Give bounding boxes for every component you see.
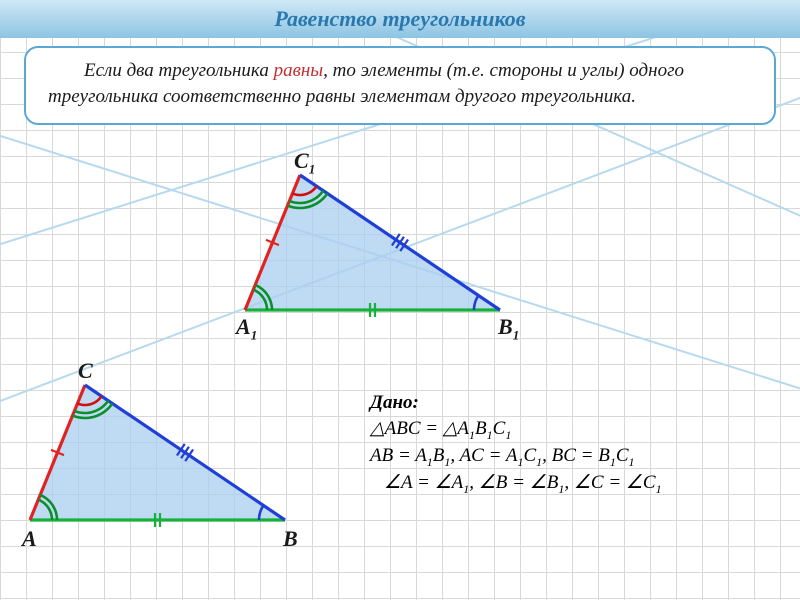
theorem-highlight: равны <box>274 60 324 81</box>
given-line1: △ABC = △A1B1C1 <box>370 416 662 443</box>
theorem-pre: Если два треугольника <box>84 60 274 81</box>
vertex-label: B1 <box>498 314 519 343</box>
given-block: Дано: △ABC = △A1B1C1 AB = A1B1, AC = A1C… <box>370 390 662 497</box>
vertex-label: C <box>78 358 93 384</box>
given-line2: AB = A1B1, AC = A1C1, BC = B1C1 <box>370 443 662 470</box>
given-title: Дано: <box>370 390 662 416</box>
vertex-label: A1 <box>236 314 257 343</box>
page-title: Равенство треугольников <box>274 6 525 32</box>
vertex-label: A <box>22 526 37 552</box>
vertex-label: C1 <box>294 148 315 177</box>
theorem-box: Если два треугольника равны, то элементы… <box>24 46 776 125</box>
given-line3: ∠A = ∠A1, ∠B = ∠B1, ∠C = ∠C1 <box>370 470 662 497</box>
vertex-label: B <box>283 526 298 552</box>
header-bar: Равенство треугольников <box>0 0 800 38</box>
